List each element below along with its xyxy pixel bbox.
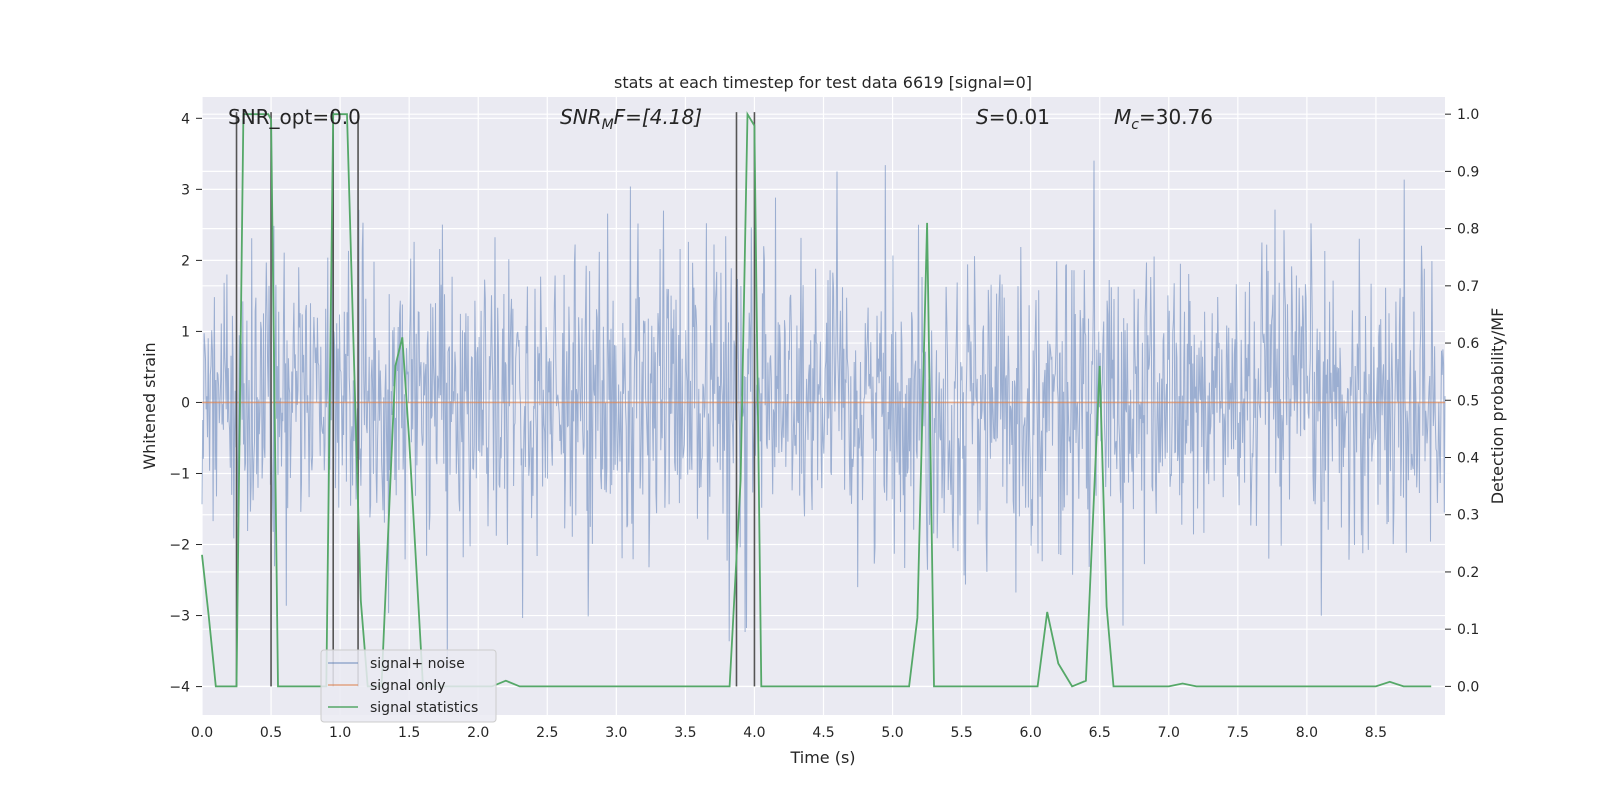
stats-line [201, 111, 1432, 688]
annotation-snr-mf-base: SNR [560, 105, 602, 129]
y-tick-right-5: 0.5 [1457, 393, 1479, 409]
y-tick-left-2: 2 [181, 253, 190, 269]
noise-line [201, 160, 1446, 671]
y-tick-right-9: 0.1 [1457, 622, 1479, 638]
y-tick-left-4: 0 [181, 395, 190, 411]
chart-title: stats at each timestep for test data 661… [614, 73, 1032, 92]
y-tick-right-8: 0.2 [1457, 565, 1479, 581]
x-axis-label: Time (s) [789, 748, 855, 767]
x-tick-5: 2.5 [536, 725, 558, 741]
y-tick-left-8: −4 [169, 680, 190, 696]
y-tick-right-2: 0.8 [1457, 222, 1479, 238]
y-tick-right-6: 0.4 [1457, 451, 1479, 467]
y-tick-left-6: −2 [169, 538, 190, 554]
x-tick-labels: 0.0 0.5 1.0 1.5 2.0 2.5 3.0 3.5 4.0 4.5 5.0 5.5 6.0 6… [191, 725, 1387, 741]
legend-box [320, 649, 497, 723]
x-tick-7: 3.5 [674, 725, 696, 741]
x-tick-0: 0.0 [191, 725, 213, 741]
y-tick-right-7: 0.3 [1457, 508, 1479, 524]
annotation-snr-mf-sub: M [602, 117, 614, 133]
annotation-mc-sub: c [1131, 117, 1139, 133]
annotation-s-rest: =0.01 [989, 105, 1050, 129]
y-tick-right-3: 0.7 [1457, 279, 1479, 295]
annotation-s: S=0.01 [976, 105, 1050, 129]
y-tick-left-5: −1 [169, 466, 190, 482]
legend: signal+ noise signal only signal statist… [320, 649, 497, 723]
legend-label-stats: signal statistics [370, 700, 478, 716]
x-tick-3: 1.5 [398, 725, 420, 741]
x-tick-17: 8.5 [1365, 725, 1387, 741]
y-tick-left-3: 1 [181, 324, 190, 340]
x-tick-16: 8.0 [1296, 725, 1318, 741]
x-tick-15: 7.5 [1227, 725, 1249, 741]
annotation-mc: Mc=30.76 [1114, 105, 1213, 133]
y-tick-left-1: 3 [181, 182, 190, 198]
vertical-markers [235, 112, 756, 687]
x-tick-1: 0.5 [260, 725, 282, 741]
x-tick-13: 6.5 [1089, 725, 1111, 741]
legend-label-signal: signal only [370, 678, 445, 694]
annotation-mc-base: M [1114, 105, 1131, 129]
y-tick-labels-left: 4 3 2 1 0 −1 −2 −3 −4 [169, 111, 202, 696]
annotation-snr-mf: SNRMF=[4.18] [560, 105, 702, 133]
y-tick-right-1: 0.9 [1457, 164, 1479, 180]
y-tick-right-0: 1.0 [1457, 107, 1479, 123]
annotation-s-sym: S [976, 105, 989, 129]
legend-label-noise: signal+ noise [370, 656, 465, 672]
x-tick-11: 5.5 [950, 725, 972, 741]
stats-series [201, 111, 1432, 688]
y-tick-right-4: 0.6 [1457, 336, 1479, 352]
x-tick-12: 6.0 [1020, 725, 1042, 741]
noise-series [201, 160, 1446, 671]
x-tick-6: 3.0 [605, 725, 627, 741]
annotation-snr-mf-rest: F=[4.18] [614, 105, 702, 129]
x-tick-8: 4.0 [743, 725, 765, 741]
annotation-mc-rest: =30.76 [1139, 105, 1213, 129]
x-tick-10: 5.0 [881, 725, 903, 741]
x-tick-4: 2.0 [467, 725, 489, 741]
x-tick-9: 4.5 [812, 725, 834, 741]
x-tick-2: 1.0 [329, 725, 351, 741]
y-tick-left-0: 4 [181, 111, 190, 127]
y-tick-right-10: 0.0 [1457, 679, 1479, 695]
y-tick-labels-right: 1.0 0.9 0.8 0.7 0.6 0.5 0.4 0.3 0.2 0.1 0.0 [1445, 107, 1479, 695]
annotation-snr-opt: SNR_opt=0.0 [228, 105, 361, 129]
y-axis-label-left: Whitened strain [140, 342, 159, 469]
y-tick-left-7: −3 [169, 609, 190, 625]
y-axis-label-right: Detection probability/MF [1488, 308, 1507, 505]
x-tick-14: 7.0 [1158, 725, 1180, 741]
